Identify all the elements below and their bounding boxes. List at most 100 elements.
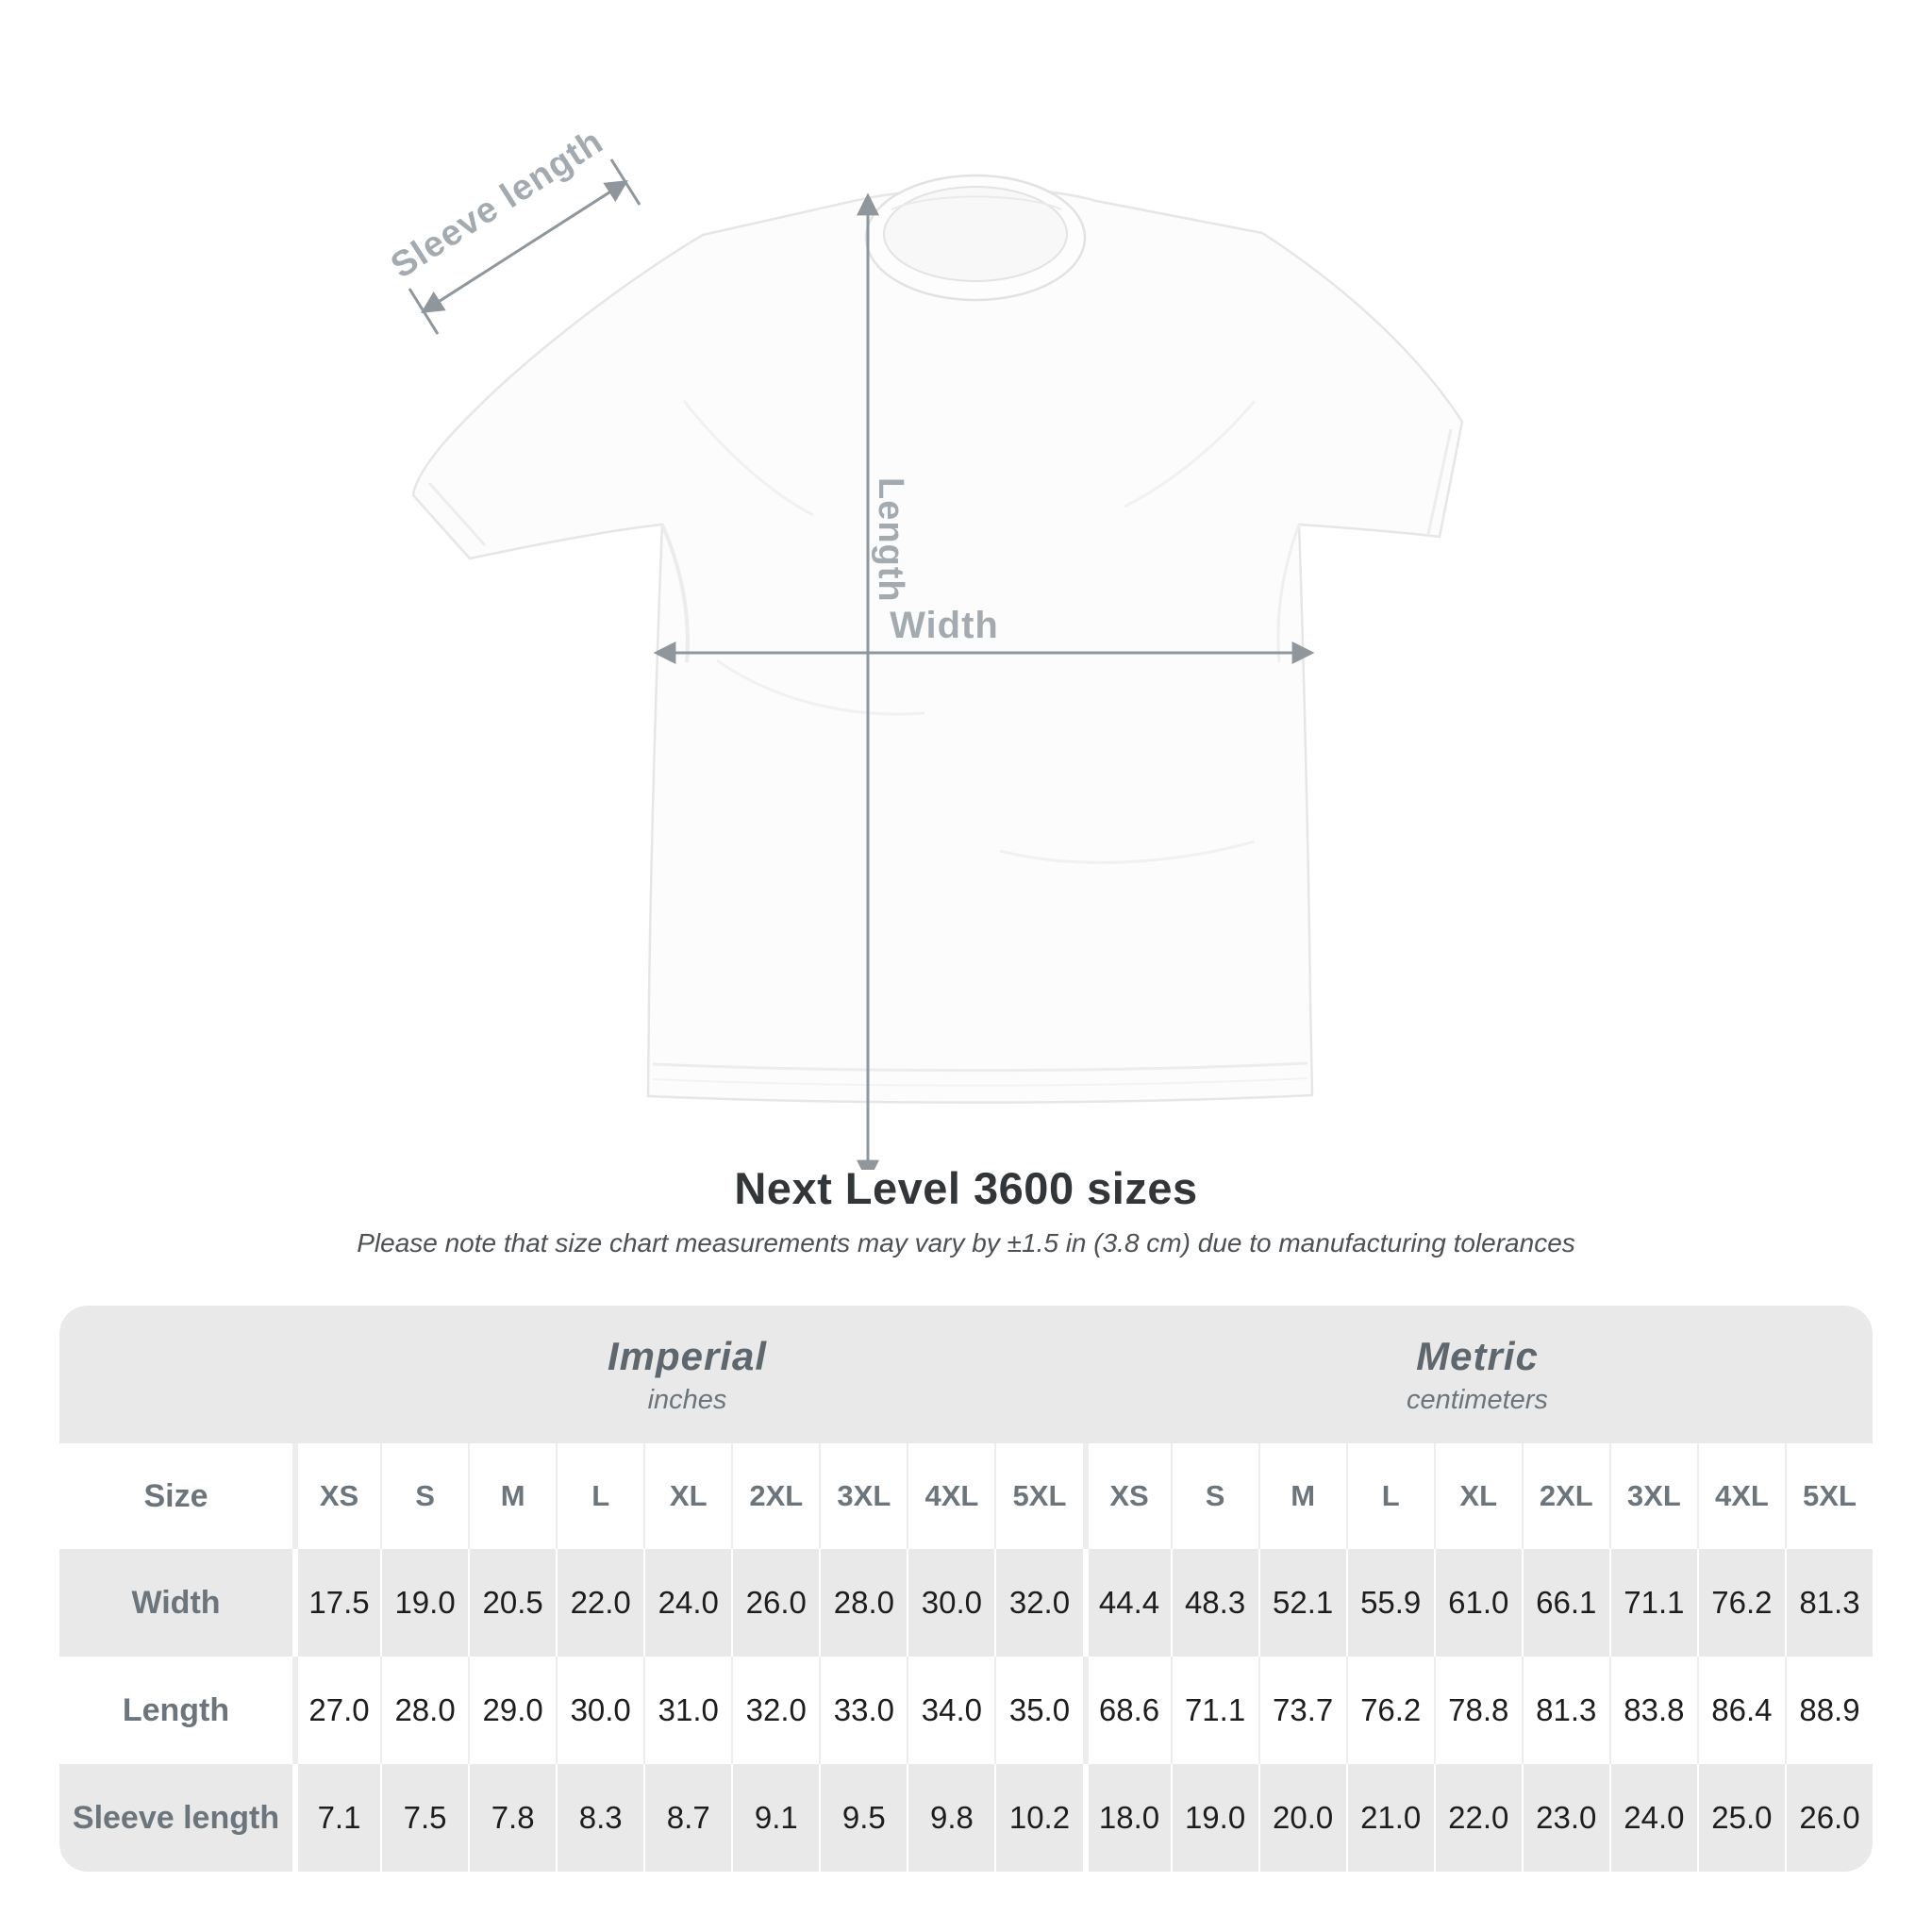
measurement-value: 32.0	[994, 1549, 1082, 1657]
measurement-value: 17.5	[292, 1549, 380, 1657]
measurement-value: 48.3	[1170, 1549, 1258, 1657]
size-col-header: 4XL	[1696, 1443, 1785, 1549]
size-col-header: L	[556, 1443, 643, 1549]
measurement-value: 24.0	[1608, 1764, 1697, 1872]
measurement-value: 26.0	[1784, 1764, 1873, 1872]
measurement-value: 9.8	[907, 1764, 994, 1872]
measurement-value: 7.1	[292, 1764, 380, 1872]
width-label: Width	[890, 605, 999, 646]
sleeve-tick-end	[609, 158, 641, 206]
measurement-value: 78.8	[1433, 1657, 1522, 1764]
imperial-group-header: Imperial inches	[292, 1306, 1082, 1443]
size-col-header: 4XL	[907, 1443, 994, 1549]
metric-group-header: Metric centimeters	[1082, 1306, 1873, 1443]
size-col-header: M	[468, 1443, 556, 1549]
table-row: Width 17.5 19.0 20.5 22.0 24.0 26.0 28.0 30.0 32.…	[59, 1549, 1873, 1657]
measurement-value: 8.3	[556, 1764, 643, 1872]
measurement-value: 66.1	[1521, 1549, 1609, 1657]
unit-group-header: Imperial inches Metric centimeters	[59, 1306, 1873, 1443]
measurement-value: 81.3	[1521, 1657, 1609, 1764]
size-col-header: XL	[643, 1443, 731, 1549]
measurement-value: 9.5	[819, 1764, 907, 1872]
measurement-annotations	[408, 158, 1315, 1170]
measurement-value: 68.6	[1082, 1657, 1171, 1764]
metric-group-unit: centimeters	[1407, 1384, 1548, 1415]
measurement-value: 19.0	[1170, 1764, 1258, 1872]
measurement-value: 35.0	[994, 1657, 1082, 1764]
row-label: Sleeve length	[72, 1799, 280, 1836]
measurement-value: 8.7	[643, 1764, 731, 1872]
measurement-value: 81.3	[1784, 1549, 1873, 1657]
measurement-value: 73.7	[1257, 1657, 1346, 1764]
size-col-header: XS	[1082, 1443, 1171, 1549]
size-col-header: S	[380, 1443, 468, 1549]
measurement-value: 9.1	[731, 1764, 819, 1872]
size-column-header: Size	[143, 1477, 208, 1514]
tshirt-diagram: Sleeve length Length Width	[384, 122, 1464, 1170]
table-row: Length 27.0 28.0 29.0 30.0 31.0 32.0 33.0 34.0 35…	[59, 1657, 1873, 1764]
measurement-value: 83.8	[1608, 1657, 1697, 1764]
sleeve-length-arrow	[420, 180, 629, 313]
imperial-group-unit: inches	[647, 1384, 727, 1415]
measurement-value: 71.1	[1170, 1657, 1258, 1764]
imperial-group-label: Imperial	[607, 1333, 768, 1378]
size-col-header: 5XL	[994, 1443, 1082, 1549]
row-label: Length	[122, 1691, 230, 1728]
sleeve-length-label: Sleeve length	[384, 122, 610, 287]
size-col-header: S	[1170, 1443, 1258, 1549]
measurement-value: 61.0	[1433, 1549, 1522, 1657]
measurement-value: 19.0	[380, 1549, 468, 1657]
measurement-value: 7.5	[380, 1764, 468, 1872]
measurement-value: 21.0	[1345, 1764, 1434, 1872]
size-col-header: 5XL	[1784, 1443, 1873, 1549]
page-title: Next Level 3600 sizes	[734, 1163, 1198, 1213]
measurement-value: 30.0	[907, 1549, 994, 1657]
measurement-value: 34.0	[907, 1657, 994, 1764]
length-label: Length	[871, 477, 910, 603]
measurement-value: 7.8	[468, 1764, 556, 1872]
measurement-value: 44.4	[1082, 1549, 1171, 1657]
measurement-value: 52.1	[1257, 1549, 1346, 1657]
size-col-header: XS	[292, 1443, 380, 1549]
measurement-value: 76.2	[1696, 1549, 1785, 1657]
measurement-value: 71.1	[1608, 1549, 1697, 1657]
measurement-value: 33.0	[819, 1657, 907, 1764]
measurement-value: 88.9	[1784, 1657, 1873, 1764]
size-col-header: 3XL	[1608, 1443, 1697, 1549]
size-col-header: 3XL	[819, 1443, 907, 1549]
measurement-value: 27.0	[292, 1657, 380, 1764]
measurement-value: 22.0	[556, 1549, 643, 1657]
page-subtitle: Please note that size chart measurements…	[357, 1228, 1575, 1257]
metric-group-label: Metric	[1416, 1333, 1539, 1378]
table-body: Width 17.5 19.0 20.5 22.0 24.0 26.0 28.0 30.0 32.…	[59, 1549, 1873, 1872]
table-row: Sleeve length 7.1 7.5 7.8 8.3 8.7 9.1 9.5 9.8 10.…	[59, 1764, 1873, 1872]
size-table: Imperial inches Metric centimeters Size …	[59, 1306, 1873, 1872]
measurement-value: 55.9	[1345, 1549, 1434, 1657]
measurement-value: 26.0	[731, 1549, 819, 1657]
sleeve-tick-start	[408, 288, 440, 335]
measurement-value: 32.0	[731, 1657, 819, 1764]
measurement-value: 22.0	[1433, 1764, 1522, 1872]
measurement-value: 20.0	[1257, 1764, 1346, 1872]
measurement-value: 86.4	[1696, 1657, 1785, 1764]
size-col-header: L	[1345, 1443, 1434, 1549]
size-col-header: M	[1257, 1443, 1346, 1549]
size-header-row: Size XS S M L XL 2XL 3XL 4XL 5XL XS S M L XL 2XL 3XL 4XL…	[59, 1443, 1873, 1549]
measurement-value: 25.0	[1696, 1764, 1785, 1872]
measurement-value: 30.0	[556, 1657, 643, 1764]
row-label: Width	[131, 1584, 221, 1621]
measurement-value: 18.0	[1082, 1764, 1171, 1872]
measurement-value: 20.5	[468, 1549, 556, 1657]
measurement-value: 31.0	[643, 1657, 731, 1764]
measurement-value: 10.2	[994, 1764, 1082, 1872]
measurement-value: 76.2	[1345, 1657, 1434, 1764]
measurement-value: 29.0	[468, 1657, 556, 1764]
size-col-header: XL	[1433, 1443, 1522, 1549]
measurement-value: 28.0	[380, 1657, 468, 1764]
collar-inner	[883, 186, 1068, 282]
measurement-value: 23.0	[1521, 1764, 1609, 1872]
size-col-header: 2XL	[731, 1443, 819, 1549]
measurement-value: 28.0	[819, 1549, 907, 1657]
measurement-value: 24.0	[643, 1549, 731, 1657]
